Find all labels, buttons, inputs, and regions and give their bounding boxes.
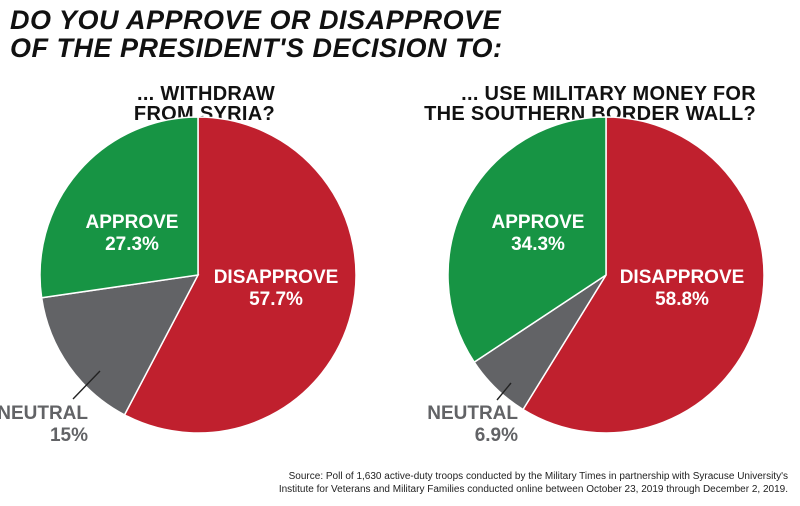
right-pie-label-neutral: NEUTRAL: [427, 403, 518, 424]
right-pie-leader-line-neutral: [496, 382, 512, 401]
left-pie-label-disapprove: DISAPPROVE: [214, 267, 339, 288]
right-chart-title: ... USE MILITARY MONEY FOR THE SOUTHERN …: [376, 84, 756, 124]
right-chart-title-line-1: ... USE MILITARY MONEY FOR: [461, 83, 756, 105]
left-chart-title-line-1: ... WITHDRAW: [136, 83, 275, 105]
source-note-line-1: Source: Poll of 1,630 active-duty troops…: [288, 471, 788, 482]
right-pie-value-disapprove: 58.8%: [655, 289, 709, 310]
source-note: Source: Poll of 1,630 active-duty troops…: [228, 470, 788, 496]
main-title-line-2: OF THE PRESIDENT'S DECISION TO:: [10, 33, 503, 63]
right-pie-slice-approve: [447, 116, 607, 364]
right-pie-value-approve: 34.3%: [511, 234, 565, 255]
source-note-line-2: Institute for Veterans and Military Fami…: [278, 484, 788, 495]
main-title-line-1: DO YOU APPROVE OR DISAPPROVE: [10, 5, 502, 35]
right-chart-title-line-2: THE SOUTHERN BORDER WALL?: [424, 103, 756, 125]
right-pie-label-approve: APPROVE: [492, 212, 585, 233]
left-pie-label-neutral: NEUTRAL: [0, 403, 88, 424]
left-pie-slice-disapprove: [123, 116, 357, 434]
left-pie-value-approve: 27.3%: [105, 234, 159, 255]
right-pie-value-neutral: 6.9%: [475, 425, 518, 446]
left-pie-value-neutral: 15%: [50, 425, 88, 446]
right-pie-label-disapprove: DISAPPROVE: [620, 267, 745, 288]
left-pie-slice-neutral: [40, 274, 200, 416]
right-pie-slice-disapprove: [521, 116, 765, 434]
left-pie-value-disapprove: 57.7%: [249, 289, 303, 310]
left-pie-label-approve: APPROVE: [86, 212, 179, 233]
left-pie-leader-line-neutral: [72, 370, 101, 400]
left-pie-slice-approve: [39, 116, 199, 299]
main-title: DO YOU APPROVE OR DISAPPROVE OF THE PRES…: [10, 6, 610, 62]
